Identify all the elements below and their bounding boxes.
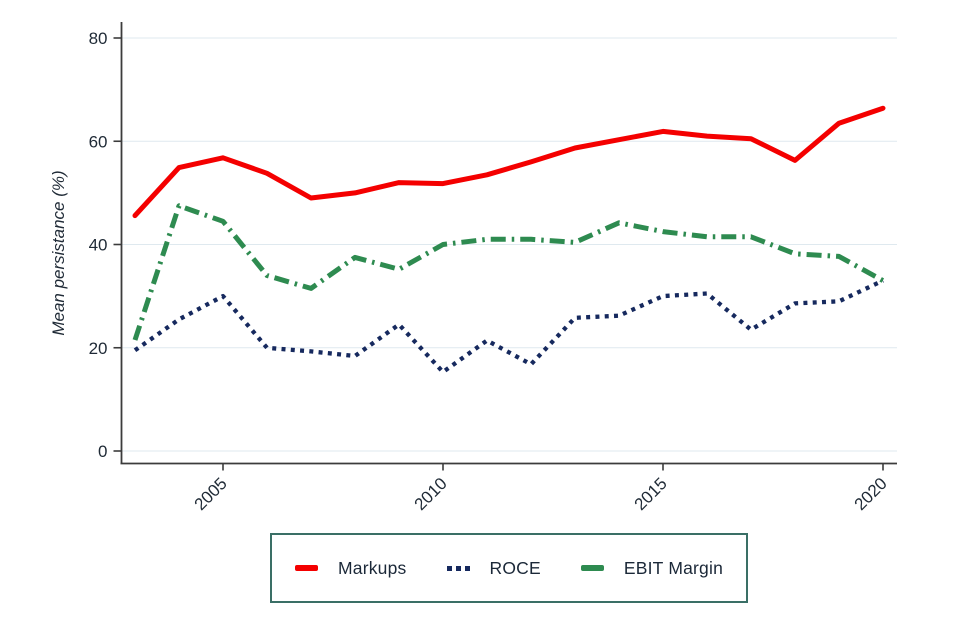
series-line-roce	[133, 278, 884, 375]
y-tick-label-20: 20	[89, 339, 108, 358]
y-tick-label-60: 60	[89, 132, 108, 151]
legend: Markups ROCE EBIT Margin	[270, 533, 748, 603]
x-tick-label-2010: 2010	[411, 474, 451, 514]
y-tick-label-40: 40	[89, 236, 108, 255]
series-line-markups	[132, 105, 886, 219]
x-tick-label-2020: 2020	[851, 474, 891, 514]
series-line-ebit-margin	[132, 203, 885, 341]
legend-label-roce: ROCE	[489, 557, 541, 578]
ebit-margin-line-swatch	[580, 565, 604, 571]
x-tick-label-2005: 2005	[191, 474, 231, 514]
y-tick-label-0: 0	[98, 442, 107, 461]
roce-line-swatch	[446, 565, 470, 571]
legend-item-roce: ROCE	[446, 557, 541, 579]
legend-label-ebit-margin: EBIT Margin	[623, 557, 724, 578]
y-axis-title: Mean persistance (%)	[49, 170, 68, 336]
x-tick-label-2015: 2015	[631, 474, 671, 514]
legend-item-ebit-margin: EBIT Margin	[580, 557, 724, 579]
legend-item-markups: Markups	[294, 557, 407, 579]
markups-line-swatch	[294, 565, 318, 571]
y-tick-label-80: 80	[89, 29, 108, 48]
legend-label-markups: Markups	[337, 557, 407, 578]
